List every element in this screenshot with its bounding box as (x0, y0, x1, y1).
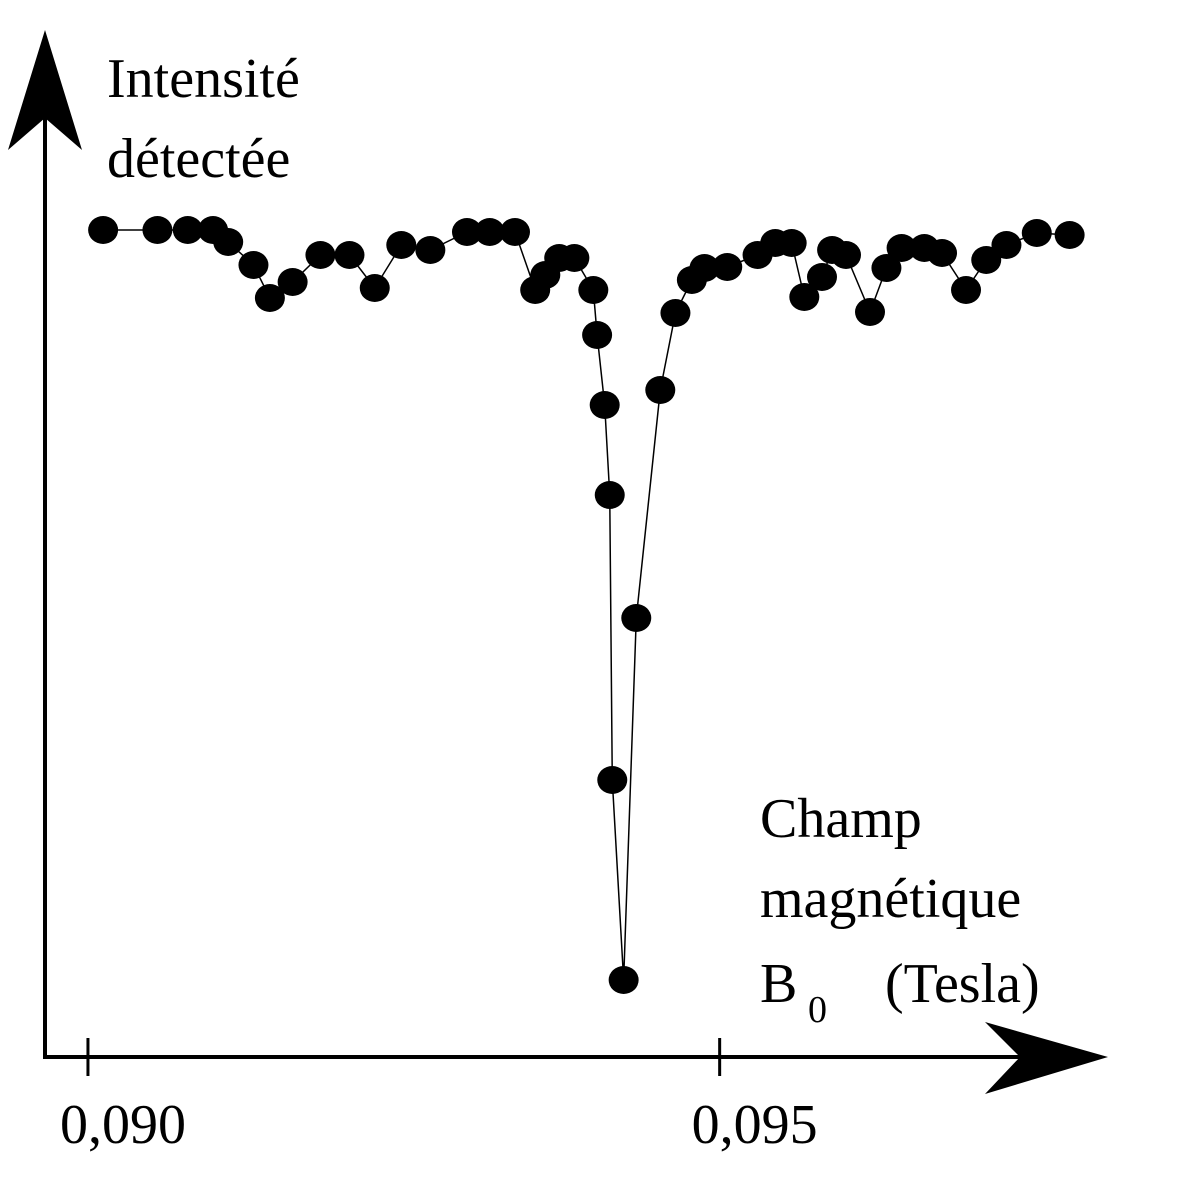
data-point (589, 391, 620, 419)
data-point (254, 284, 285, 312)
data-point (474, 218, 505, 246)
data-point (594, 481, 625, 509)
data-point (213, 228, 244, 256)
data-point (578, 276, 609, 304)
x-axis-unit: (Tesla) (885, 953, 1040, 1015)
data-point (386, 231, 417, 259)
data-point (660, 299, 691, 327)
data-point (927, 239, 958, 267)
y-axis-label: Intensité (107, 48, 300, 110)
data-point (831, 241, 862, 269)
data-point (415, 236, 446, 264)
data-point (88, 216, 119, 244)
data-point (789, 283, 820, 311)
data-point (776, 229, 807, 257)
data-point (645, 376, 676, 404)
data-point (608, 966, 639, 994)
data-point (951, 276, 982, 304)
data-point (238, 251, 269, 279)
x-axis-symbol: B (760, 953, 797, 1015)
data-point (499, 218, 530, 246)
data-point (806, 263, 837, 291)
x-axis-label: magnétique (760, 868, 1021, 930)
data-point (142, 216, 173, 244)
data-point (305, 241, 336, 269)
data-point (559, 244, 590, 272)
data-point (359, 274, 390, 302)
data-point (597, 766, 628, 794)
data-point (971, 246, 1002, 274)
data-point (886, 234, 917, 262)
data-point (172, 216, 203, 244)
data-point (1021, 219, 1052, 247)
x-axis-label: Champ (760, 788, 922, 850)
x-axis-subscript: 0 (808, 989, 827, 1031)
data-point (277, 268, 308, 296)
data-point (855, 298, 886, 326)
data-point (871, 254, 902, 282)
data-point (689, 254, 720, 282)
data-point (621, 604, 652, 632)
y-axis-label: détectée (107, 128, 290, 190)
data-point (582, 321, 613, 349)
data-point (451, 218, 482, 246)
data-point (1054, 221, 1085, 249)
x-tick-label: 0,090 (60, 1094, 186, 1156)
data-point (991, 231, 1022, 259)
data-point (334, 241, 365, 269)
data-point (712, 253, 743, 281)
x-tick-label: 0,095 (692, 1094, 818, 1156)
